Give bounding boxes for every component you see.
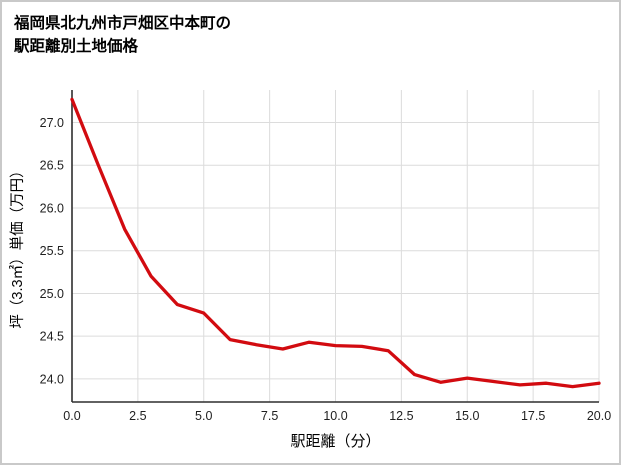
svg-text:0.0: 0.0 (63, 409, 80, 423)
svg-text:7.5: 7.5 (261, 409, 278, 423)
y-axis-label: 坪（3.3㎡）単価（万円） (9, 163, 26, 328)
svg-text:25.5: 25.5 (40, 244, 64, 258)
x-tick-labels: 0.0 2.5 5.0 7.5 10.0 12.5 15.0 17.5 20.0 (63, 409, 611, 423)
svg-text:25.0: 25.0 (40, 287, 64, 301)
svg-text:10.0: 10.0 (323, 409, 347, 423)
svg-text:17.5: 17.5 (521, 409, 545, 423)
svg-text:26.0: 26.0 (40, 201, 64, 215)
gridlines (72, 90, 600, 402)
axes (71, 90, 599, 403)
svg-text:24.0: 24.0 (40, 372, 64, 386)
svg-text:2.5: 2.5 (129, 409, 146, 423)
svg-text:24.5: 24.5 (40, 330, 64, 344)
x-axis-label: 駅距離（分） (290, 432, 380, 450)
svg-text:12.5: 12.5 (389, 409, 413, 423)
chart-title-line2: 駅距離別土地価格 (14, 38, 139, 56)
y-tick-labels: 24.0 24.5 25.0 25.5 26.0 26.5 27.0 (40, 116, 64, 386)
svg-text:20.0: 20.0 (587, 409, 611, 423)
price-line (70, 97, 601, 389)
svg-text:15.0: 15.0 (455, 409, 479, 423)
svg-text:5.0: 5.0 (195, 409, 212, 423)
chart-title: 福岡県北九州市戸畑区中本町の 駅距離別土地価格 (14, 12, 231, 59)
chart-title-line1: 福岡県北九州市戸畑区中本町の (14, 15, 232, 32)
svg-text:27.0: 27.0 (40, 116, 64, 130)
svg-text:26.5: 26.5 (40, 159, 64, 173)
